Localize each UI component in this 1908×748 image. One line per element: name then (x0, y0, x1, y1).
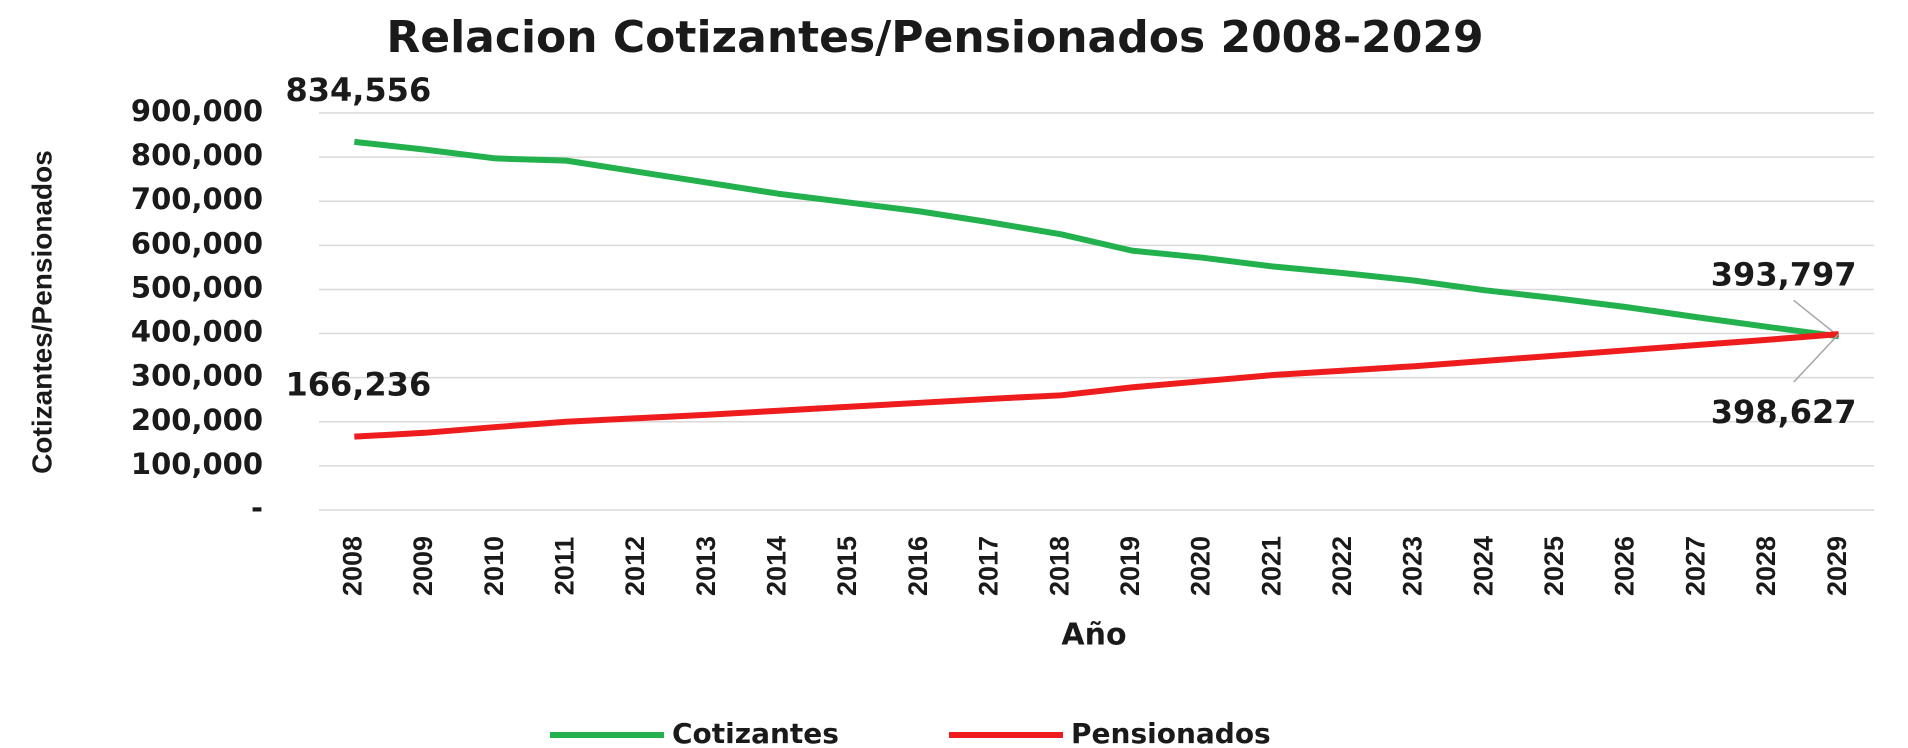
x-tick-label: 2016 (903, 536, 933, 596)
x-tick-label: 2009 (408, 536, 438, 596)
x-tick-label: 2018 (1044, 536, 1074, 596)
y-tick-label: 100,000 (131, 447, 263, 481)
x-tick-label: 2020 (1186, 536, 1216, 596)
x-tick-label: 2015 (832, 536, 862, 596)
leader-line (1793, 299, 1840, 337)
y-tick-label: 400,000 (131, 315, 263, 349)
x-tick-label: 2024 (1468, 536, 1498, 596)
y-tick-label: 300,000 (131, 359, 263, 393)
data-label: 398,627 (1711, 393, 1857, 431)
x-tick-label: 2026 (1610, 536, 1640, 596)
x-tick-label: 2025 (1539, 536, 1569, 596)
x-tick-label: 2027 (1680, 536, 1710, 596)
x-tick-label: 2021 (1256, 536, 1286, 596)
chart-title: Relacion Cotizantes/Pensionados 2008-202… (386, 12, 1483, 63)
legend-label: Cotizantes (672, 717, 839, 748)
x-tick-label: 2023 (1398, 536, 1428, 596)
y-tick-label: 500,000 (131, 270, 263, 304)
x-tick-label: 2012 (620, 536, 650, 596)
y-tick-label: 700,000 (131, 182, 263, 216)
y-tick-label: - (251, 491, 263, 525)
data-label: 834,556 (285, 71, 431, 109)
x-tick-label: 2017 (974, 536, 1004, 596)
x-axis-label: Año (1061, 618, 1126, 653)
legend-label: Pensionados (1071, 717, 1271, 748)
x-tick-label: 2022 (1327, 536, 1357, 596)
x-tick-label: 2029 (1822, 536, 1852, 596)
x-tick-label: 2013 (691, 536, 721, 596)
y-tick-label: 200,000 (131, 403, 263, 437)
x-tick-label: 2011 (550, 537, 580, 596)
series-line (354, 331, 1839, 440)
leader-line (1793, 333, 1840, 383)
x-tick-label: 2014 (762, 536, 792, 596)
y-axis-label: Cotizantes/Pensionados (26, 150, 57, 474)
y-tick-label: 600,000 (131, 226, 263, 260)
x-tick-label: 2028 (1751, 536, 1781, 596)
y-tick-label: 800,000 (131, 138, 263, 172)
y-tick-label: 900,000 (131, 94, 263, 128)
x-tick-label: 2008 (337, 536, 367, 596)
series-line (354, 138, 1840, 340)
data-label: 393,797 (1711, 255, 1857, 293)
x-tick-label: 2010 (479, 536, 509, 596)
x-tick-label: 2019 (1115, 536, 1145, 596)
data-label: 166,236 (285, 366, 431, 404)
